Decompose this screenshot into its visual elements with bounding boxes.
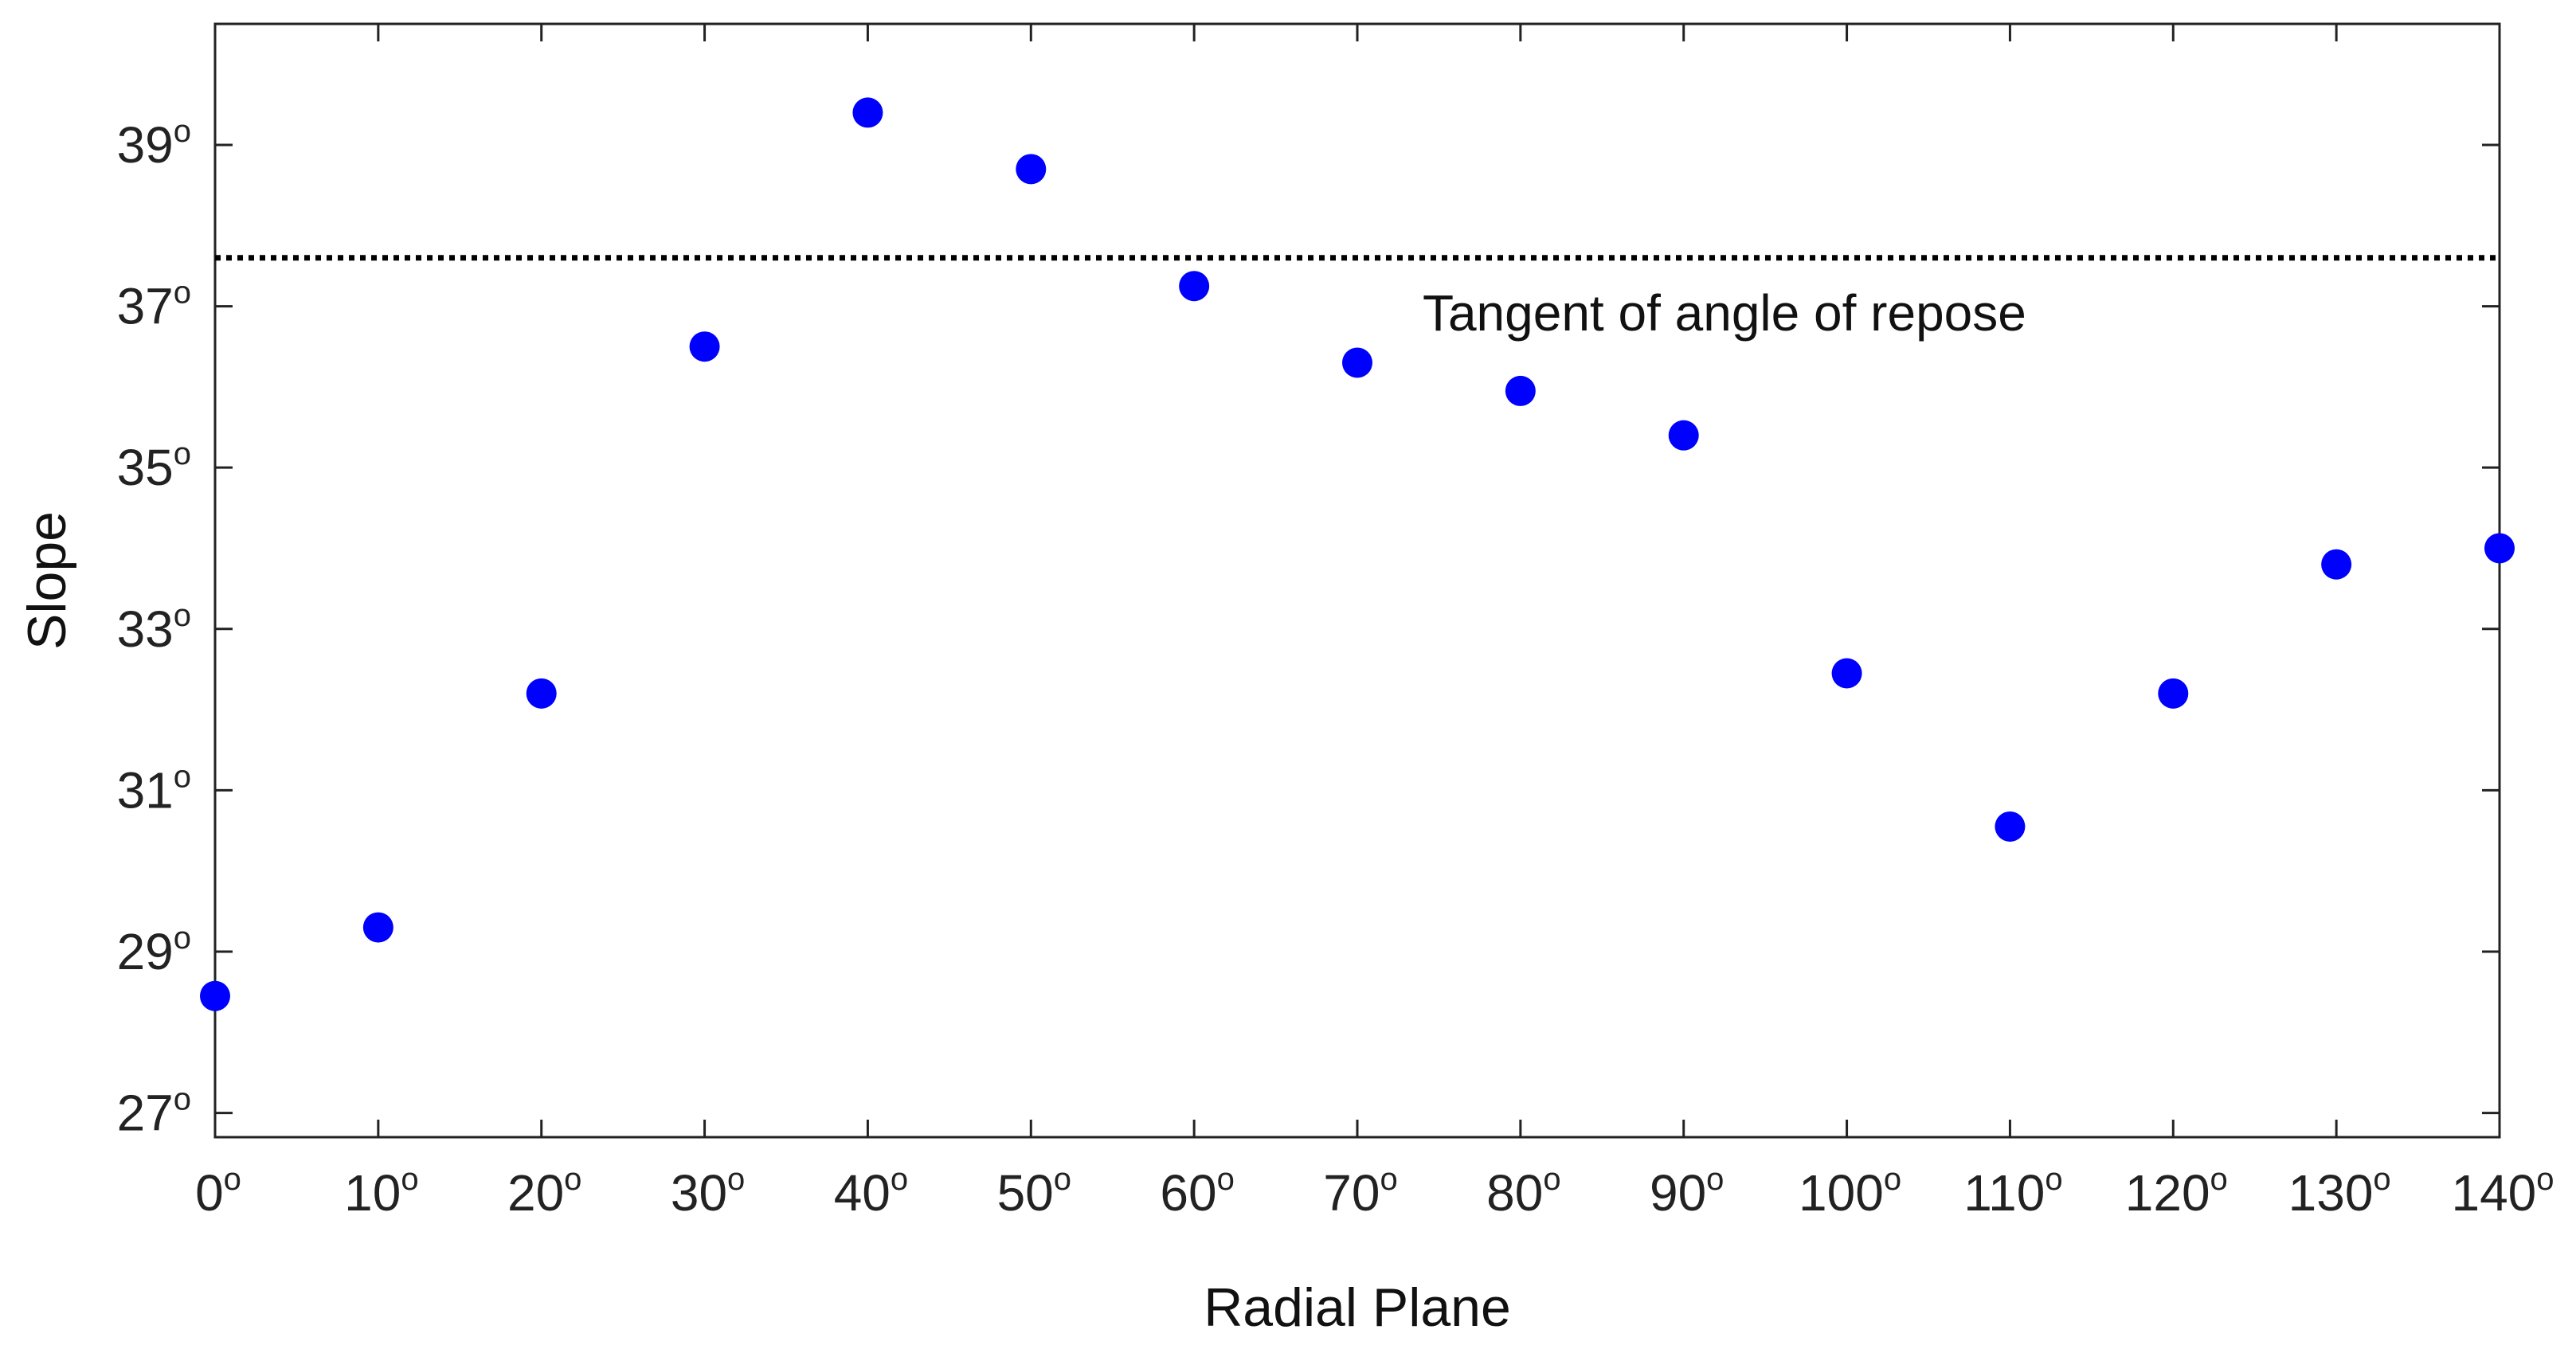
data-point <box>1342 347 1372 378</box>
y-tick-label: 29o <box>117 921 191 980</box>
data-point <box>1668 420 1699 451</box>
x-tick-label: 110o <box>1963 1162 2062 1222</box>
data-points <box>200 97 2515 1011</box>
y-tick-label: 31o <box>117 759 191 819</box>
x-tick-label: 140o <box>2451 1162 2554 1222</box>
x-tick-label: 90o <box>1650 1162 1724 1222</box>
y-axis-ticks: 27o 29o 31o 33o 35o 37o 39o <box>117 114 2500 1142</box>
data-point <box>2484 533 2515 564</box>
plot-frame <box>213 22 2501 1139</box>
x-tick-label: 60o <box>1160 1162 1234 1222</box>
y-tick-label: 27o <box>117 1082 191 1142</box>
x-tick-label: 80o <box>1486 1162 1560 1222</box>
x-tick-label: 20o <box>507 1162 581 1222</box>
x-tick-label: 30o <box>671 1162 745 1222</box>
data-point <box>1505 375 1536 406</box>
x-axis-title: Radial Plane <box>1204 1277 1511 1338</box>
x-tick-label: 40o <box>834 1162 908 1222</box>
y-tick-label: 37o <box>117 276 191 335</box>
y-tick-label: 33o <box>117 598 191 658</box>
x-axis-ticks: 0o 10o 20o 30o 40o 50o 60o 70o 80o 90o 100o 110o 120… <box>195 24 2554 1222</box>
y-axis-title: Slope <box>17 511 77 650</box>
data-point <box>1179 271 1210 302</box>
x-tick-label: 0o <box>195 1162 241 1222</box>
x-tick-label: 70o <box>1323 1162 1397 1222</box>
data-point <box>2321 549 2352 580</box>
y-tick-label: 39o <box>117 114 191 174</box>
data-point <box>526 678 557 709</box>
y-tick-label: 35o <box>117 436 191 496</box>
data-point <box>689 331 720 362</box>
data-point <box>200 980 230 1011</box>
x-tick-label: 50o <box>997 1162 1071 1222</box>
x-tick-label: 100o <box>1799 1162 1901 1222</box>
data-point <box>852 97 883 128</box>
data-point <box>362 912 393 943</box>
x-tick-label: 120o <box>2125 1162 2228 1222</box>
data-point <box>1016 154 1047 185</box>
data-point <box>1995 811 2026 842</box>
x-tick-label: 10o <box>344 1162 418 1222</box>
x-tick-label: 130o <box>2288 1162 2391 1222</box>
data-point <box>2158 678 2189 709</box>
data-point <box>1831 658 1862 689</box>
reference-line-label: Tangent of angle of repose <box>1423 284 2026 342</box>
